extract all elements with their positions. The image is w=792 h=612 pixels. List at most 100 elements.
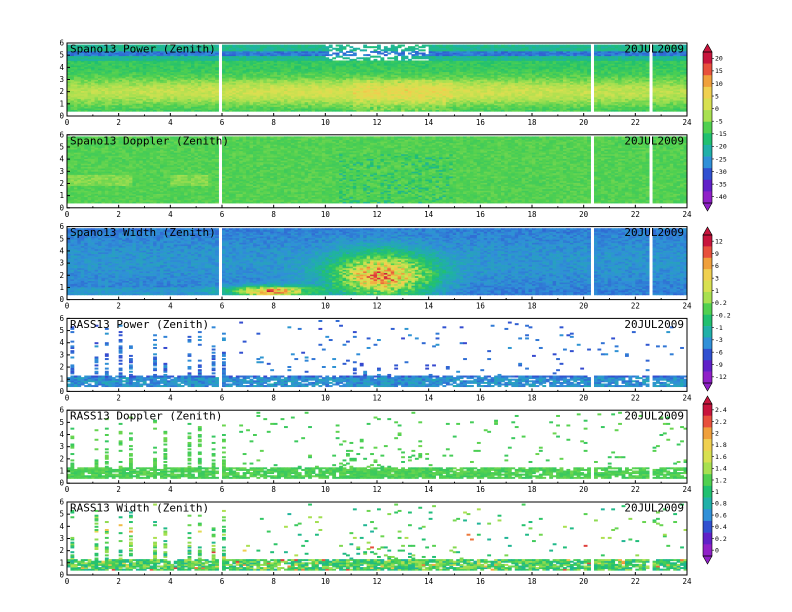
heat-cell (111, 101, 116, 104)
heat-cell (146, 62, 151, 65)
heat-cell (201, 46, 206, 49)
heat-cell (111, 50, 116, 53)
heat-cell (287, 68, 292, 71)
heat-cell (139, 104, 144, 107)
heat-cell (287, 82, 292, 85)
heat-cell (160, 58, 164, 61)
heat-cell (142, 106, 147, 109)
heat-cell (335, 100, 340, 103)
heat-cell (259, 49, 264, 52)
heat-cell (163, 50, 168, 53)
heat-cell (256, 95, 261, 98)
heat-cell (197, 47, 202, 50)
heat-cell (104, 71, 109, 74)
heat-cell (301, 82, 306, 85)
heat-cell (177, 68, 182, 71)
heat-cell (246, 101, 250, 104)
heat-cell (304, 103, 309, 106)
heat-cell (211, 103, 216, 106)
heat-cell (84, 57, 89, 60)
heat-cell (101, 65, 106, 68)
heat-cell (180, 62, 185, 65)
heat-cell (315, 73, 319, 76)
heat-cell (263, 76, 268, 79)
heat-cell (225, 77, 230, 80)
heat-cell (325, 90, 330, 93)
heat-cell (270, 106, 275, 109)
heat-cell (104, 46, 109, 49)
heat-cell (94, 109, 99, 112)
heat-cell (149, 87, 154, 90)
heat-cell (170, 85, 175, 88)
heat-cell (301, 93, 306, 96)
heat-cell (160, 90, 164, 93)
heat-cell (135, 106, 140, 109)
heat-cell (263, 46, 268, 49)
heat-cell (104, 55, 109, 58)
heat-cell (256, 65, 261, 68)
heat-cell (308, 108, 312, 111)
heat-cell (318, 101, 323, 104)
heat-cell (91, 81, 95, 84)
heat-cell (228, 49, 233, 52)
heat-cell (173, 68, 178, 71)
heat-cell (194, 93, 199, 96)
heat-cell (101, 68, 106, 71)
heat-cell (94, 60, 99, 63)
heat-cell (321, 96, 326, 99)
heat-cell (160, 104, 164, 107)
heat-cell (280, 65, 285, 68)
heat-cell (311, 76, 316, 79)
heat-cell (194, 47, 199, 50)
heat-cell (177, 55, 182, 58)
heat-cell (108, 92, 113, 95)
heat-cell (277, 96, 281, 99)
heat-cell (70, 81, 75, 84)
heat-cell (325, 100, 330, 103)
heat-cell (142, 69, 147, 72)
heat-cell (149, 89, 154, 92)
heat-cell (139, 66, 144, 69)
heat-cell (225, 90, 230, 93)
heat-cell (197, 46, 202, 49)
heat-cell (256, 93, 261, 96)
heat-cell (308, 95, 312, 98)
heat-cell (163, 63, 168, 66)
heat-cell (135, 104, 140, 107)
heat-cell (98, 71, 102, 74)
heat-cell (256, 79, 261, 82)
heat-cell (204, 66, 209, 69)
heat-cell (177, 81, 182, 84)
heat-cell (94, 55, 99, 58)
heat-cell (135, 98, 140, 101)
heat-cell (139, 84, 144, 87)
heat-cell (301, 109, 306, 112)
heat-cell (180, 82, 185, 85)
heat-cell (204, 106, 209, 109)
heat-cell (187, 93, 192, 96)
heat-cell (311, 54, 316, 57)
heat-cell (242, 60, 247, 63)
heat-cell (129, 92, 133, 95)
heat-cell (67, 76, 71, 79)
heat-cell (249, 74, 254, 77)
heat-cell (249, 58, 254, 61)
heat-cell (153, 63, 157, 66)
heat-cell (101, 95, 106, 98)
heat-cell (173, 98, 178, 101)
heat-cell (77, 44, 82, 47)
heat-cell (287, 84, 292, 87)
heat-cell (211, 66, 216, 69)
heat-cell (80, 103, 85, 106)
heat-cell (277, 77, 281, 80)
heat-cell (308, 100, 312, 103)
heat-cell (156, 84, 161, 87)
heat-cell (115, 79, 120, 82)
heat-cell (228, 77, 233, 80)
heat-cell (139, 89, 144, 92)
heat-cell (383, 54, 388, 57)
heat-cell (273, 54, 278, 57)
heat-cell (122, 82, 126, 85)
heat-cell (439, 44, 443, 47)
